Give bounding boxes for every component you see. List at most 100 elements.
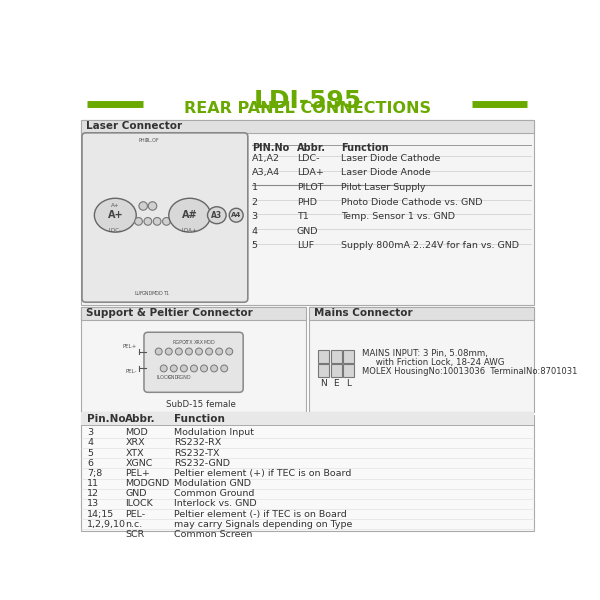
Text: LDI-595: LDI-595 <box>253 89 362 113</box>
Text: E: E <box>334 379 339 388</box>
Text: 12: 12 <box>88 490 100 499</box>
Text: PHO: PHO <box>138 138 148 143</box>
Text: A1,A2: A1,A2 <box>252 154 280 163</box>
Ellipse shape <box>169 198 211 232</box>
Text: 6: 6 <box>88 459 94 468</box>
Text: GND: GND <box>168 374 179 380</box>
Text: REAR PANEL CONNECTIONS: REAR PANEL CONNECTIONS <box>184 101 431 116</box>
Text: A3: A3 <box>211 211 223 220</box>
Text: XTX: XTX <box>184 340 194 346</box>
Circle shape <box>163 218 170 225</box>
Text: RS232-RX: RS232-RX <box>174 439 221 448</box>
Ellipse shape <box>229 208 243 222</box>
Circle shape <box>181 365 187 372</box>
Text: 1: 1 <box>252 183 258 192</box>
Text: LDA+: LDA+ <box>296 168 323 177</box>
Text: PEL-: PEL- <box>125 369 137 374</box>
Text: A4: A4 <box>231 212 241 218</box>
Text: GND: GND <box>142 291 154 296</box>
Bar <box>319 350 329 362</box>
Text: XGNC: XGNC <box>125 459 153 468</box>
Text: A+: A+ <box>111 203 119 208</box>
Text: 4: 4 <box>252 227 258 236</box>
Text: n.c.: n.c. <box>125 520 143 529</box>
Circle shape <box>148 202 157 210</box>
Text: Temp. Sensor 1 vs. GND: Temp. Sensor 1 vs. GND <box>341 212 455 221</box>
Bar <box>81 307 306 412</box>
Bar <box>81 412 534 425</box>
Circle shape <box>139 202 148 210</box>
Text: RS232-TX: RS232-TX <box>174 449 220 458</box>
Text: LDA+: LDA+ <box>182 228 197 233</box>
Circle shape <box>155 348 162 355</box>
Text: Pin.No: Pin.No <box>88 413 126 424</box>
Circle shape <box>170 365 178 372</box>
FancyBboxPatch shape <box>81 120 534 305</box>
Text: SubD-15 female: SubD-15 female <box>166 400 236 409</box>
Bar <box>331 350 341 362</box>
Text: A+: A+ <box>107 210 123 220</box>
Text: Support & Peltier Connector: Support & Peltier Connector <box>86 308 253 319</box>
Circle shape <box>206 348 212 355</box>
Text: ILOCK: ILOCK <box>157 374 171 380</box>
Text: 5: 5 <box>252 241 258 250</box>
Circle shape <box>144 218 152 225</box>
Ellipse shape <box>94 198 136 232</box>
Text: Abbr.: Abbr. <box>296 143 326 153</box>
Text: LUF: LUF <box>134 291 143 296</box>
Circle shape <box>200 365 208 372</box>
Text: Peltier element (-) if TEC is on Board: Peltier element (-) if TEC is on Board <box>174 509 347 518</box>
Text: 2: 2 <box>252 197 258 206</box>
Text: 3: 3 <box>252 212 258 221</box>
Text: Common Ground: Common Ground <box>174 490 254 499</box>
Circle shape <box>134 218 142 225</box>
Text: Supply 800mA 2..24V for fan vs. GND: Supply 800mA 2..24V for fan vs. GND <box>341 241 519 250</box>
Text: PEL+: PEL+ <box>122 344 137 349</box>
Text: LDC-: LDC- <box>296 154 319 163</box>
Text: with Friction Lock, 18-24 AWG: with Friction Lock, 18-24 AWG <box>362 358 504 367</box>
Text: LUF: LUF <box>296 241 314 250</box>
Text: 13: 13 <box>88 499 100 508</box>
Text: A3,A4: A3,A4 <box>252 168 280 177</box>
Text: MOD: MOD <box>125 428 148 437</box>
Text: PEL-: PEL- <box>125 509 146 518</box>
Text: SCR: SCR <box>125 530 145 539</box>
Text: PHD: PHD <box>296 197 317 206</box>
Text: MOD: MOD <box>203 340 215 346</box>
Text: MODGND: MODGND <box>125 479 170 488</box>
Circle shape <box>185 348 193 355</box>
Bar <box>81 120 534 133</box>
Text: T1: T1 <box>296 212 308 221</box>
Circle shape <box>211 365 218 372</box>
Text: MOLEX HousingNo:10013036  TerminalNo:8701031: MOLEX HousingNo:10013036 TerminalNo:8701… <box>362 367 577 376</box>
Text: N: N <box>320 379 327 388</box>
FancyBboxPatch shape <box>144 332 243 392</box>
Text: 4: 4 <box>88 439 94 448</box>
Text: PIN.No: PIN.No <box>252 143 289 153</box>
Text: Peltier element (+) if TEC is on Board: Peltier element (+) if TEC is on Board <box>174 469 352 478</box>
Text: XTX: XTX <box>125 449 144 458</box>
Circle shape <box>226 348 233 355</box>
Text: RGPC: RGPC <box>172 340 185 346</box>
Text: Function: Function <box>174 413 225 424</box>
Circle shape <box>190 365 197 372</box>
Bar <box>343 364 354 377</box>
Text: Modulation GND: Modulation GND <box>174 479 251 488</box>
Bar <box>81 307 306 320</box>
Text: ILOCK: ILOCK <box>125 499 153 508</box>
Circle shape <box>215 348 223 355</box>
Ellipse shape <box>208 207 226 224</box>
Text: 1,2,9,10: 1,2,9,10 <box>88 520 127 529</box>
Text: 3: 3 <box>88 428 94 437</box>
Bar <box>343 350 354 362</box>
Text: XRX: XRX <box>125 439 145 448</box>
Text: A#: A# <box>182 210 197 220</box>
Text: Laser Diode Cathode: Laser Diode Cathode <box>341 154 440 163</box>
Circle shape <box>221 365 227 372</box>
Text: Laser Diode Anode: Laser Diode Anode <box>341 168 430 177</box>
Text: 14;15: 14;15 <box>88 509 115 518</box>
FancyBboxPatch shape <box>82 133 248 302</box>
Text: RGND: RGND <box>176 374 191 380</box>
Circle shape <box>165 348 172 355</box>
Bar <box>309 307 534 320</box>
